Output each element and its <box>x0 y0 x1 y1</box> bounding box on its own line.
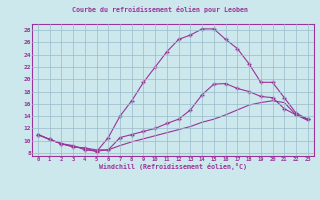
X-axis label: Windchill (Refroidissement éolien,°C): Windchill (Refroidissement éolien,°C) <box>99 163 247 170</box>
Text: Courbe du refroidissement éolien pour Leoben: Courbe du refroidissement éolien pour Le… <box>72 6 248 13</box>
